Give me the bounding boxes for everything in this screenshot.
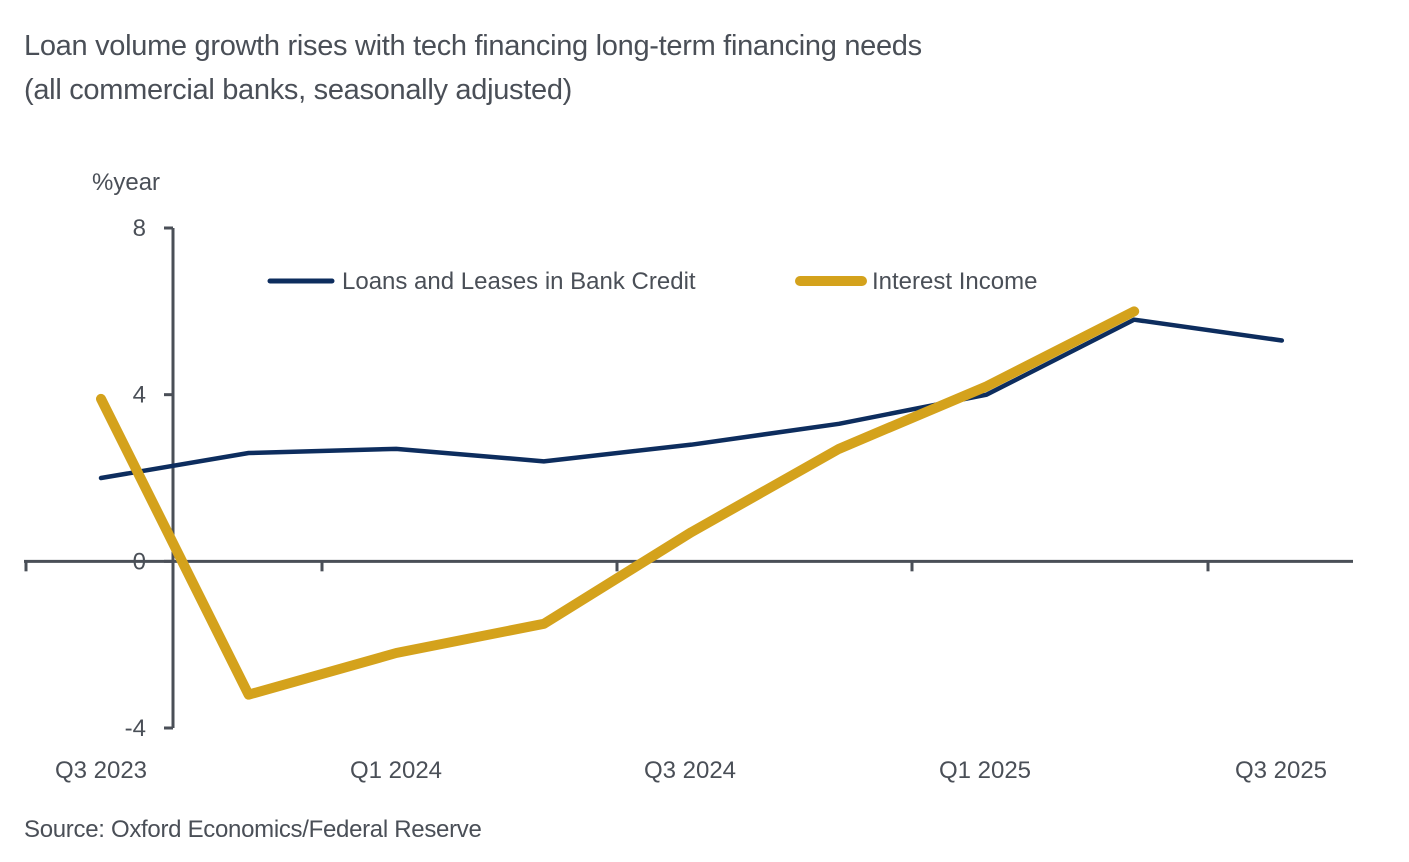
source-note: Source: Oxford Economics/Federal Reserve bbox=[24, 816, 482, 843]
chart-title-block: Loan volume growth rises with tech finan… bbox=[24, 24, 922, 112]
x-tick-label: Q3 2023 bbox=[55, 757, 147, 784]
series-lines bbox=[96, 306, 1285, 700]
x-tick-label: Q1 2025 bbox=[939, 757, 1031, 784]
y-tick-label: 4 bbox=[133, 382, 146, 409]
x-tick-label: Q1 2024 bbox=[350, 757, 442, 784]
y-tick-label: 8 bbox=[133, 215, 146, 242]
y-tick-label: 0 bbox=[133, 548, 146, 575]
series-line-loans bbox=[98, 317, 1285, 481]
series-line-interest-income bbox=[96, 306, 1140, 700]
chart-subtitle: (all commercial banks, seasonally adjust… bbox=[24, 74, 573, 106]
y-tick-label: -4 bbox=[125, 715, 146, 742]
legend-label-loans: Loans and Leases in Bank Credit bbox=[342, 268, 696, 295]
chart-title: Loan volume growth rises with tech finan… bbox=[24, 30, 922, 62]
x-tick-labels: Q3 2023 Q1 2024 Q3 2024 Q1 2025 Q3 2025 bbox=[55, 757, 1327, 784]
y-tick-labels: 8 4 0 -4 bbox=[125, 215, 146, 742]
x-tick-label: Q3 2025 bbox=[1235, 757, 1327, 784]
axes bbox=[24, 226, 1353, 730]
y-axis-label: %year bbox=[92, 169, 160, 196]
legend: Loans and Leases in Bank Credit Interest… bbox=[267, 268, 1037, 295]
x-tick-label: Q3 2024 bbox=[644, 757, 736, 784]
legend-label-interest: Interest Income bbox=[872, 268, 1037, 295]
